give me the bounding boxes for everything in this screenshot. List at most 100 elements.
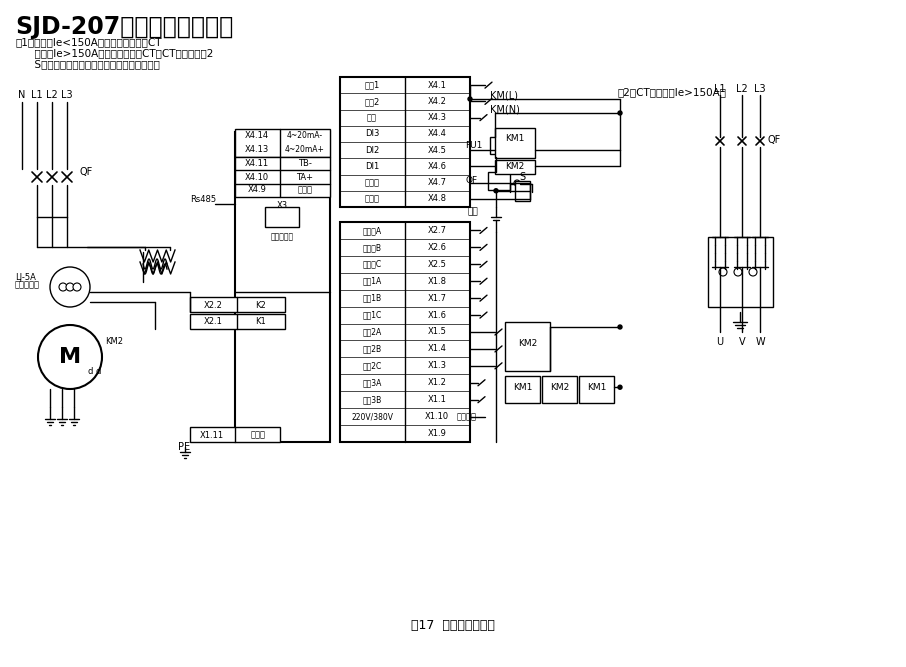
Text: KM2: KM2 bbox=[518, 340, 537, 348]
Text: 图17  星三角启动接线: 图17 星三角启动接线 bbox=[411, 619, 495, 632]
Text: 220V/380V: 220V/380V bbox=[351, 412, 393, 421]
Text: 紧停: 紧停 bbox=[467, 207, 478, 217]
Circle shape bbox=[749, 268, 757, 276]
Text: 屏蔽地: 屏蔽地 bbox=[297, 185, 313, 195]
Text: KM(L): KM(L) bbox=[490, 90, 518, 100]
Bar bbox=[190, 297, 285, 312]
Text: X4.11: X4.11 bbox=[245, 159, 269, 169]
Text: 启动2: 启动2 bbox=[364, 97, 380, 106]
Text: X1.3: X1.3 bbox=[428, 362, 447, 370]
Text: X1.5: X1.5 bbox=[428, 327, 447, 336]
Text: 控制1C: 控制1C bbox=[362, 311, 381, 319]
Bar bbox=[495, 128, 535, 158]
Bar bbox=[579, 376, 614, 403]
Circle shape bbox=[50, 267, 90, 307]
Circle shape bbox=[494, 189, 498, 193]
Text: DI1: DI1 bbox=[365, 162, 379, 171]
Text: 4~20mA+: 4~20mA+ bbox=[285, 145, 325, 155]
Text: DI2: DI2 bbox=[365, 145, 379, 155]
Text: 当电机Ie>150A，需要外接保护CT，CT的接线参注2: 当电机Ie>150A，需要外接保护CT，CT的接线参注2 bbox=[15, 48, 214, 58]
Text: X4.7: X4.7 bbox=[428, 178, 447, 187]
Text: KM1: KM1 bbox=[587, 383, 607, 392]
Circle shape bbox=[618, 325, 622, 329]
Text: X2.5: X2.5 bbox=[428, 260, 447, 269]
Text: 注2：CT的接线（Ie>150A）: 注2：CT的接线（Ie>150A） bbox=[618, 87, 727, 97]
Text: X1.2: X1.2 bbox=[428, 378, 447, 388]
Text: U: U bbox=[717, 337, 724, 347]
Bar bbox=[340, 222, 470, 442]
Text: X4.1: X4.1 bbox=[428, 81, 447, 89]
Bar bbox=[495, 160, 535, 174]
Text: 控制2A: 控制2A bbox=[362, 327, 381, 336]
Text: X4.9: X4.9 bbox=[247, 185, 266, 195]
Bar bbox=[265, 207, 299, 227]
Text: KM1: KM1 bbox=[514, 383, 533, 392]
Bar bbox=[340, 77, 470, 207]
Text: KM2: KM2 bbox=[506, 162, 525, 171]
Bar bbox=[490, 137, 502, 154]
Text: N: N bbox=[18, 90, 25, 100]
Text: 公共端: 公共端 bbox=[364, 178, 380, 187]
Text: X1.10: X1.10 bbox=[425, 412, 449, 421]
Text: 控制1B: 控制1B bbox=[362, 293, 381, 303]
Text: LJ-5A: LJ-5A bbox=[15, 273, 36, 281]
Circle shape bbox=[59, 283, 67, 291]
Circle shape bbox=[734, 268, 742, 276]
Text: 控制2B: 控制2B bbox=[362, 344, 381, 354]
Text: FU1: FU1 bbox=[465, 141, 482, 151]
Text: X1.11: X1.11 bbox=[200, 430, 224, 440]
Bar bbox=[488, 172, 510, 190]
Text: d: d bbox=[87, 368, 92, 376]
Circle shape bbox=[38, 325, 102, 389]
Text: 控制1A: 控制1A bbox=[362, 277, 381, 285]
Circle shape bbox=[468, 97, 472, 101]
Text: S: S bbox=[519, 172, 525, 182]
Bar bbox=[515, 181, 530, 201]
Text: M: M bbox=[59, 347, 81, 367]
Text: 停机: 停机 bbox=[367, 113, 377, 122]
Text: 控制2C: 控制2C bbox=[362, 362, 381, 370]
Text: X2.1: X2.1 bbox=[204, 317, 223, 327]
Text: W: W bbox=[756, 337, 765, 347]
Text: X1.8: X1.8 bbox=[428, 277, 447, 285]
Text: QF: QF bbox=[466, 177, 478, 185]
Text: S为轴屉手柄辅助接点，仅在试验位置时接通: S为轴屉手柄辅助接点，仅在试验位置时接通 bbox=[15, 59, 159, 69]
Text: K1: K1 bbox=[255, 317, 266, 327]
Text: X3: X3 bbox=[276, 201, 287, 211]
Text: X4.13: X4.13 bbox=[245, 145, 269, 155]
Text: X1.1: X1.1 bbox=[428, 395, 447, 404]
Text: KM1: KM1 bbox=[506, 133, 525, 143]
Text: X1.4: X1.4 bbox=[428, 344, 447, 354]
Text: 零序互感器: 零序互感器 bbox=[15, 281, 40, 289]
Text: X1.6: X1.6 bbox=[428, 311, 447, 319]
Text: K2: K2 bbox=[255, 301, 266, 309]
Text: L3: L3 bbox=[754, 84, 766, 94]
Bar bbox=[708, 237, 773, 307]
Text: 可编程B: 可编程B bbox=[362, 243, 381, 252]
Text: 控制3A: 控制3A bbox=[362, 378, 381, 388]
Text: X4.10: X4.10 bbox=[245, 173, 269, 181]
Text: X1.7: X1.7 bbox=[428, 293, 447, 303]
Bar bbox=[505, 322, 550, 371]
Text: X2.6: X2.6 bbox=[428, 243, 447, 252]
Circle shape bbox=[618, 386, 622, 390]
Text: TB-: TB- bbox=[298, 159, 312, 169]
Bar bbox=[235, 132, 330, 442]
Text: 控制3B: 控制3B bbox=[362, 395, 381, 404]
Text: X4.6: X4.6 bbox=[428, 162, 447, 171]
Text: X1.9: X1.9 bbox=[428, 429, 447, 438]
Text: SJD-207星三角启动接线图: SJD-207星三角启动接线图 bbox=[15, 15, 233, 39]
Text: X4.8: X4.8 bbox=[428, 194, 447, 203]
Text: 4~20mA-: 4~20mA- bbox=[287, 131, 323, 141]
Bar bbox=[235, 157, 330, 197]
Text: PE: PE bbox=[178, 442, 190, 452]
Text: 可编程C: 可编程C bbox=[362, 260, 381, 269]
Text: X4.5: X4.5 bbox=[428, 145, 447, 155]
Text: QF: QF bbox=[80, 167, 93, 177]
Text: DI3: DI3 bbox=[365, 129, 380, 138]
Bar bbox=[190, 314, 285, 329]
Text: X4.4: X4.4 bbox=[428, 129, 447, 138]
Text: X2.2: X2.2 bbox=[204, 301, 223, 309]
Circle shape bbox=[73, 283, 81, 291]
Text: TA+: TA+ bbox=[296, 173, 313, 181]
